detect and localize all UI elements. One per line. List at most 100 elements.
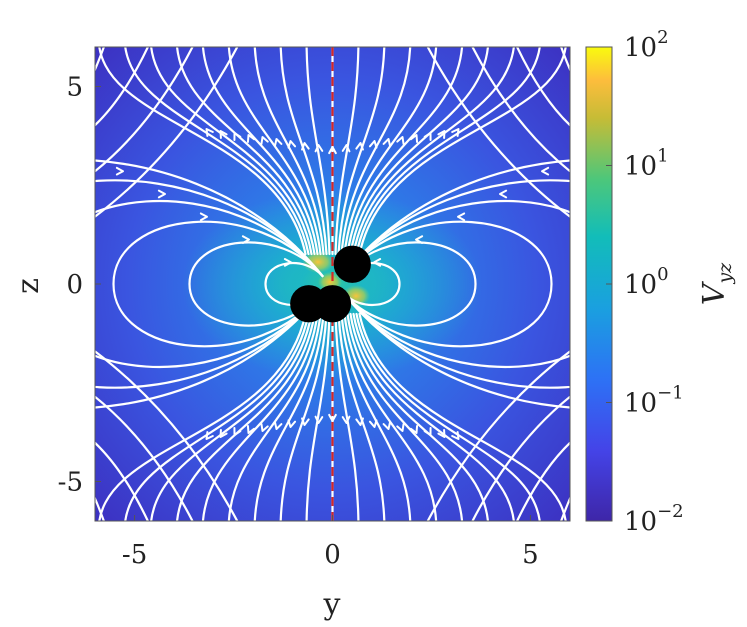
streamline-arrow-68 xyxy=(341,415,351,424)
streamline-arrow-40 xyxy=(246,425,256,434)
x-axis: -5 0 5 xyxy=(122,515,539,570)
streamline-31 xyxy=(124,312,310,521)
streamline-41 xyxy=(202,47,319,256)
streamline-arrow-8 xyxy=(157,189,166,199)
streamline-arrow-100 xyxy=(451,431,460,440)
streamline-arrow-38 xyxy=(246,134,256,143)
streamlines xyxy=(75,47,570,521)
streamline-arrow-14 xyxy=(373,258,382,267)
x-axis-title: y xyxy=(323,587,341,622)
streamline-arrow-62 xyxy=(328,146,337,155)
streamline-57 xyxy=(305,47,331,256)
colorbar-title: Vyz xyxy=(697,262,736,305)
streamline-arrow-74 xyxy=(368,140,378,149)
streamline-arrow-82 xyxy=(396,136,405,145)
streamline-arrow-80 xyxy=(382,421,392,430)
streamline-110 xyxy=(95,395,194,521)
streamline-11 xyxy=(95,159,324,409)
streamline-arrow-64 xyxy=(328,413,337,422)
colorbar-tick-label-2: 100 xyxy=(624,264,669,300)
streamline-arrow-46 xyxy=(273,138,283,147)
x-tick-label-2: 5 xyxy=(522,540,539,570)
colorbar-title-sub: yz xyxy=(714,262,736,285)
streamline-arrow-72 xyxy=(355,417,364,426)
streamline-102 xyxy=(95,47,194,173)
streamline-arrow-76 xyxy=(368,419,378,428)
streamline-107 xyxy=(515,47,570,127)
streamline-arrow-56 xyxy=(301,417,310,426)
streamline-19 xyxy=(341,199,570,369)
streamline-55 xyxy=(279,312,328,521)
streamline-43 xyxy=(202,312,319,521)
streamline-91 xyxy=(352,312,515,521)
streamline-114 xyxy=(471,395,570,521)
streamline-arrow-94 xyxy=(437,130,446,139)
streamline-arrow-12 xyxy=(75,145,81,152)
streamline-113 xyxy=(426,350,570,521)
streamline-arrow-84 xyxy=(396,423,405,432)
y-axis-title: z xyxy=(11,278,46,294)
y-axis: -5 0 5 xyxy=(58,73,101,498)
streamline-arrow-66 xyxy=(341,144,351,153)
streamline-arrow-86 xyxy=(409,134,419,143)
streamline-73 xyxy=(340,47,412,256)
streamline-53 xyxy=(279,47,328,256)
plot-area xyxy=(75,47,570,521)
streamline-97 xyxy=(358,47,567,256)
streamline-109 xyxy=(95,350,239,521)
streamline-arrow-6 xyxy=(199,212,208,222)
streamline-45 xyxy=(227,47,322,256)
streamline-75 xyxy=(340,312,412,521)
sphere-3 xyxy=(290,285,328,323)
streamline-105 xyxy=(426,47,570,218)
streamline-arrow-10 xyxy=(115,166,124,176)
y-tick-label-0: -5 xyxy=(58,468,83,498)
streamline-arrow-98 xyxy=(451,128,460,137)
streamline-99 xyxy=(358,312,567,521)
streamline-arrow-2 xyxy=(283,258,292,267)
streamline-arrow-4 xyxy=(241,235,250,244)
streamline-35 xyxy=(150,312,313,521)
x-tick-label-0: -5 xyxy=(122,540,147,570)
streamline-65 xyxy=(334,47,360,256)
streamline-23 xyxy=(341,159,570,409)
streamline-arrow-54 xyxy=(301,142,310,151)
spheres xyxy=(290,245,371,323)
streamline-arrow-60 xyxy=(314,415,324,424)
streamline-arrow-30 xyxy=(219,130,228,139)
y-tick-label-2: 5 xyxy=(66,73,83,103)
streamline-arrow-88 xyxy=(409,425,419,434)
streamline-59 xyxy=(305,312,331,521)
streamline-115 xyxy=(515,441,570,521)
streamline-21 xyxy=(341,179,570,389)
streamline-arrow-70 xyxy=(355,142,364,151)
streamline-71 xyxy=(337,312,386,521)
colorbar-ticks: 102 101 100 10−1 10−2 xyxy=(606,27,684,537)
streamline-arrow-92 xyxy=(423,427,432,436)
streamline-15 xyxy=(341,241,477,327)
streamline-83 xyxy=(346,312,463,521)
streamline-arrow-96 xyxy=(437,429,446,438)
streamline-arrow-58 xyxy=(314,144,324,153)
streamline-arrow-22 xyxy=(541,166,550,176)
sphere-1 xyxy=(333,245,371,283)
streamline-51 xyxy=(253,312,325,521)
streamline-111 xyxy=(95,441,150,521)
streamline-103 xyxy=(95,47,150,127)
streamline-3 xyxy=(188,241,324,327)
streamline-79 xyxy=(343,312,438,521)
colorbar-tick-label-1: 101 xyxy=(624,146,669,182)
streamline-67 xyxy=(334,312,360,521)
streamline-29 xyxy=(124,47,310,256)
streamline-25 xyxy=(98,47,307,256)
streamline-69 xyxy=(337,47,386,256)
streamline-arrow-42 xyxy=(260,136,269,145)
y-tick-label-1: 0 xyxy=(66,270,83,300)
streamline-arrow-48 xyxy=(273,421,283,430)
streamline-101 xyxy=(95,47,239,218)
streamline-47 xyxy=(227,312,322,521)
streamline-arrow-32 xyxy=(219,429,228,438)
streamline-arrow-20 xyxy=(499,189,508,199)
streamline-arrow-52 xyxy=(287,419,297,428)
